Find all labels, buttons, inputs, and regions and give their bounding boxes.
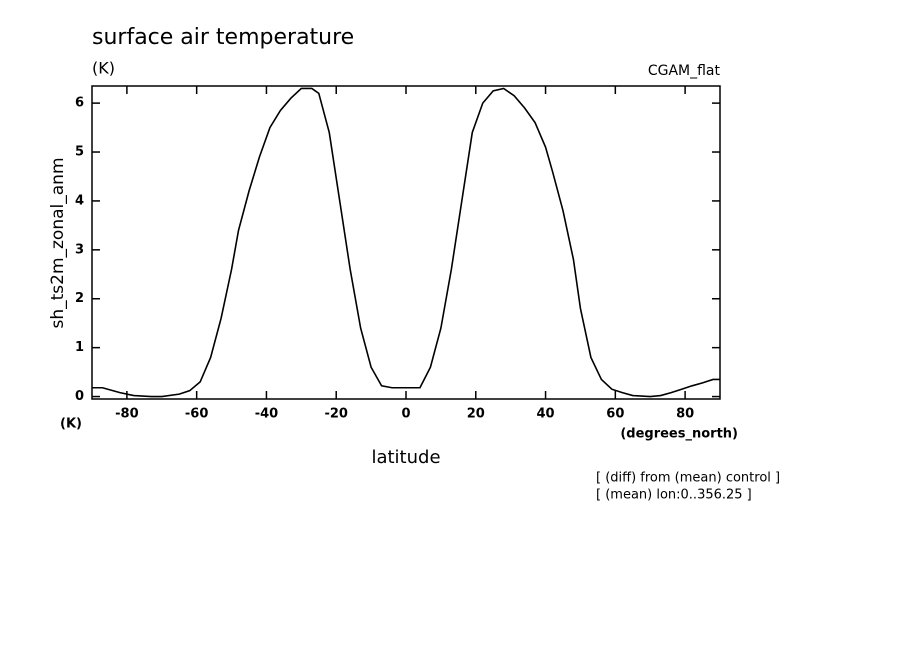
x-tick-label: -40 — [255, 407, 279, 422]
x-tick-label: 60 — [606, 407, 624, 422]
x-units: (degrees_north) — [620, 427, 738, 442]
x-tick-label: 40 — [537, 407, 555, 422]
data-line — [92, 87, 720, 398]
y-tick-label: 5 — [75, 145, 84, 160]
y-units: (K) — [60, 417, 82, 432]
annotation: [ (diff) from (mean) control ] — [596, 471, 780, 486]
plot-frame — [91, 85, 721, 400]
y-tick-label: 3 — [75, 242, 84, 257]
x-axis-label: latitude — [371, 447, 440, 468]
annotation: [ (mean) lon:0..356.25 ] — [596, 488, 752, 503]
units: (K) — [92, 59, 115, 78]
y-axis-label: sh_ts2m_zonal_anm — [48, 157, 68, 328]
x-tick-label: -80 — [115, 407, 139, 422]
y-tick-label: 4 — [75, 193, 84, 208]
x-tick-label: 0 — [401, 407, 410, 422]
chart-title: surface air temperature — [92, 25, 354, 50]
y-tick-label: 1 — [75, 340, 84, 355]
y-tick-label: 0 — [75, 389, 84, 404]
x-tick-label: 80 — [676, 407, 694, 422]
x-tick-label: -20 — [324, 407, 348, 422]
y-tick-label: 2 — [75, 291, 84, 306]
x-tick-label: 20 — [467, 407, 485, 422]
dataset: CGAM_flat — [648, 63, 721, 79]
y-tick-label: 6 — [75, 96, 84, 111]
x-tick-label: -60 — [185, 407, 209, 422]
